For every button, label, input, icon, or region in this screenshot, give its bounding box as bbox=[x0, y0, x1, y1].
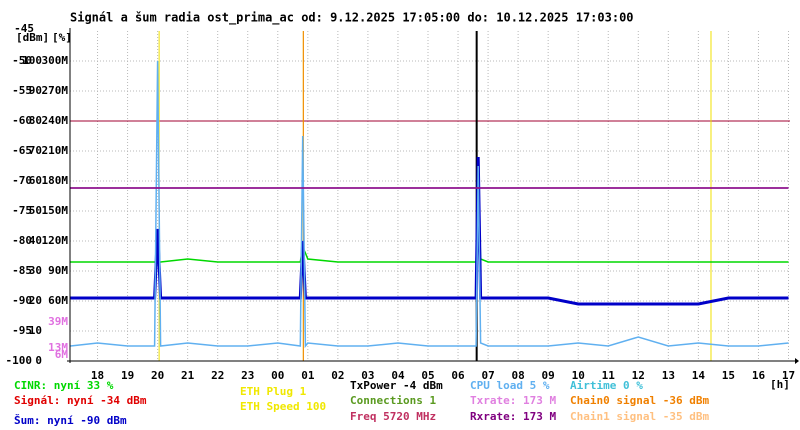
y2-tick-label: 90 bbox=[29, 84, 42, 97]
y2-tick-label: 0 bbox=[35, 354, 42, 367]
x-tick-label: 19 bbox=[121, 369, 134, 382]
y-tick-label: -65 bbox=[12, 144, 32, 157]
x-tick-label: 00 bbox=[271, 369, 284, 382]
y3-tick-label: 210M bbox=[42, 144, 69, 157]
x-tick-label: 09 bbox=[542, 369, 555, 382]
legend-entry: ETH Speed 100 bbox=[240, 400, 326, 413]
y2-tick-label: 70 bbox=[29, 144, 42, 157]
x-tick-label: 14 bbox=[692, 369, 706, 382]
y3-tick-label: 60M bbox=[48, 294, 68, 307]
x-tick-label: 18 bbox=[91, 369, 104, 382]
y-tick-label: -45 bbox=[14, 22, 34, 35]
y-tick-label: -60 bbox=[12, 114, 32, 127]
legend-entry: Txrate: 173 M bbox=[470, 394, 556, 407]
y-tick-label: -70 bbox=[12, 174, 32, 187]
y-tick-label: -50 bbox=[12, 54, 32, 67]
legend-entry: Signál: nyní -34 dBm bbox=[14, 394, 147, 407]
legend-entry: CINR: nyní 33 % bbox=[14, 379, 114, 392]
y2-tick-label: 60 bbox=[29, 174, 42, 187]
x-tick-label: 05 bbox=[421, 369, 434, 382]
plot-area bbox=[70, 31, 790, 361]
y-tick-label: -75 bbox=[12, 204, 32, 217]
x-tick-label: 07 bbox=[481, 369, 494, 382]
y2-tick-label: 30 bbox=[29, 264, 42, 277]
y-tick-label: -95 bbox=[12, 324, 32, 337]
y-axis-label: [dBm] bbox=[16, 31, 49, 44]
series-line bbox=[70, 156, 789, 306]
labels: -100-95-90-85-80-75-70-65-60-55-50-45010… bbox=[6, 22, 796, 427]
y-tick-label: -85 bbox=[12, 264, 32, 277]
y3-tick-label: 90M bbox=[48, 264, 68, 277]
grid bbox=[70, 31, 790, 362]
y-tick-label: -100 bbox=[6, 354, 33, 367]
legend-entry: Connections 1 bbox=[350, 394, 436, 407]
legend-entry: Chain0 signal -36 dBm bbox=[570, 394, 709, 407]
chart-title: Signál a šum radia ost_prima_ac od: 9.12… bbox=[70, 11, 634, 26]
series-line bbox=[70, 180, 789, 263]
y3-tick-label: 180M bbox=[42, 174, 69, 187]
y2-tick-label: 80 bbox=[29, 114, 42, 127]
x-tick-label: 01 bbox=[301, 369, 315, 382]
legend-entry: TxPower -4 dBm bbox=[350, 379, 443, 392]
x-axis-label: [h] bbox=[770, 378, 790, 391]
legend-entry: Airtime 0 % bbox=[570, 379, 643, 392]
legend-entry: Rxrate: 173 M bbox=[470, 410, 556, 423]
x-tick-label: 04 bbox=[391, 369, 405, 382]
legend-entry: Šum: nyní -90 dBm bbox=[14, 414, 127, 427]
y-tick-label: -90 bbox=[12, 294, 32, 307]
x-tick-label: 16 bbox=[752, 369, 766, 382]
y3-tick-label: 120M bbox=[42, 234, 69, 247]
y3-tick-label: 240M bbox=[42, 114, 69, 127]
y-tick-label: -55 bbox=[12, 84, 32, 97]
y3-marker-label: 39M bbox=[48, 315, 68, 328]
y2-tick-label: 100 bbox=[22, 54, 42, 67]
x-tick-label: 02 bbox=[331, 369, 344, 382]
legend-entry: Freq 5720 MHz bbox=[350, 410, 436, 423]
y2-axis-label: [%] bbox=[52, 31, 72, 44]
legend-entry: CPU load 5 % bbox=[470, 379, 550, 392]
y3-tick-label: 150M bbox=[42, 204, 69, 217]
y3-tick-label: 300M bbox=[42, 54, 69, 67]
x-tick-label: 23 bbox=[241, 369, 254, 382]
x-tick-label: 21 bbox=[181, 369, 195, 382]
x-tick-label: 15 bbox=[722, 369, 735, 382]
x-tick-label: 03 bbox=[361, 369, 374, 382]
y-tick-label: -80 bbox=[12, 234, 32, 247]
y3-marker-label: 13M bbox=[48, 341, 68, 354]
x-tick-label: 13 bbox=[662, 369, 675, 382]
y2-tick-label: 50 bbox=[29, 204, 42, 217]
x-tick-label: 08 bbox=[511, 369, 524, 382]
y2-tick-label: 10 bbox=[29, 324, 42, 337]
y2-tick-label: 40 bbox=[29, 234, 42, 247]
legend-entry: Chain1 signal -35 dBm bbox=[570, 410, 709, 423]
y3-tick-label: 270M bbox=[42, 84, 69, 97]
legend-entry: ETH Plug 1 bbox=[240, 385, 307, 398]
x-axis-arrow bbox=[795, 358, 799, 364]
x-tick-label: 11 bbox=[602, 369, 616, 382]
x-tick-label: 20 bbox=[151, 369, 164, 382]
x-tick-label: 06 bbox=[451, 369, 465, 382]
x-tick-label: 17 bbox=[782, 369, 795, 382]
x-tick-label: 12 bbox=[632, 369, 645, 382]
y3-marker-label: 6M bbox=[55, 348, 69, 361]
series-line bbox=[70, 60, 789, 349]
y2-tick-label: 20 bbox=[29, 294, 42, 307]
x-tick-label: 22 bbox=[211, 369, 224, 382]
x-tick-label: 10 bbox=[572, 369, 585, 382]
